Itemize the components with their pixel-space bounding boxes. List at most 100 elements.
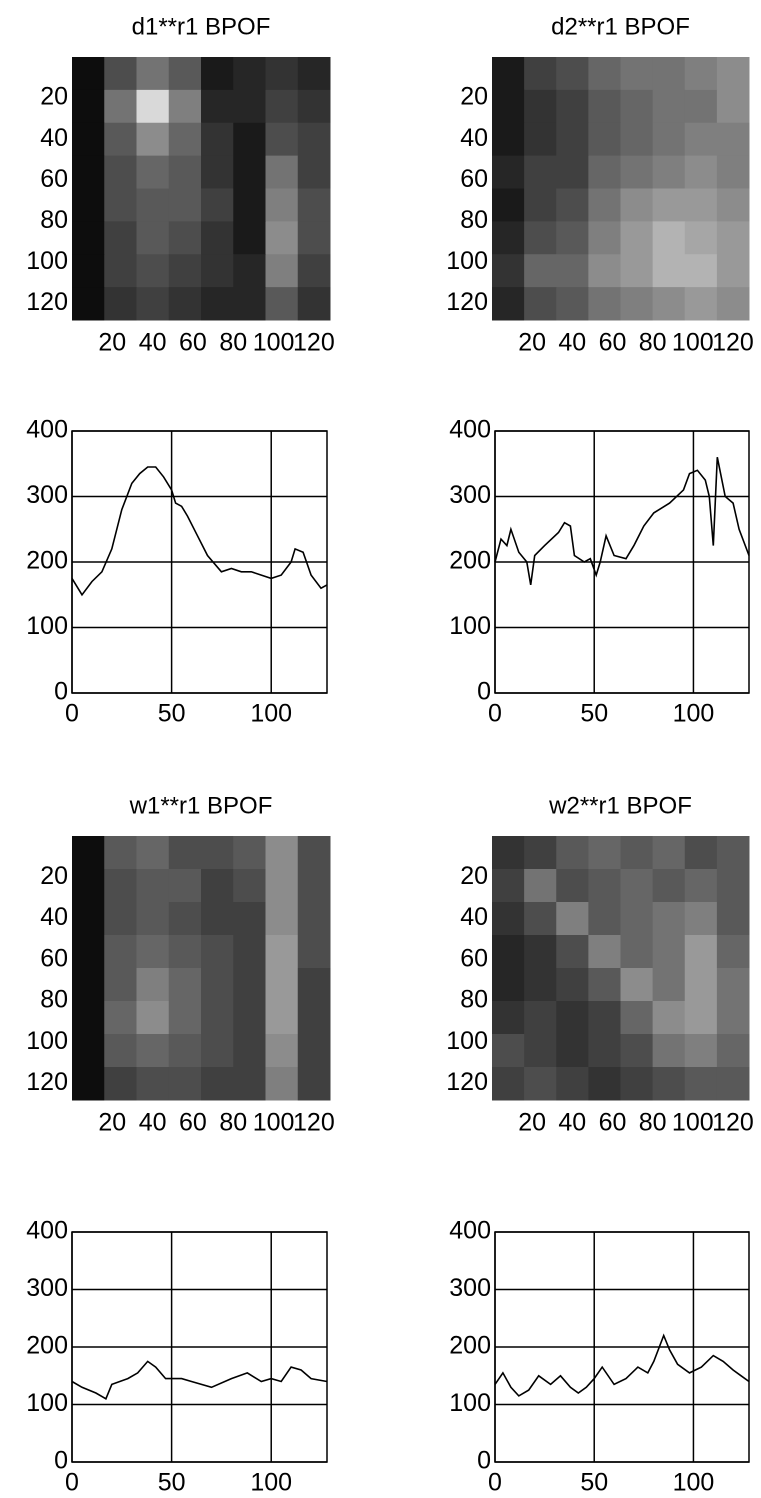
image-cell [136,869,170,903]
image-cell [492,1034,525,1068]
image-cell [168,188,202,222]
image-cell [136,89,170,124]
image-cell [104,221,137,255]
image-cell [72,57,105,91]
image-cell [684,122,718,157]
panel-title: d2**r1 BPOF [551,13,690,40]
y-tick-label: 0 [54,1447,68,1475]
image-cell [684,89,718,124]
image-cell [620,188,654,222]
x-tick-label: 20 [518,329,546,357]
image-cell [620,968,654,1002]
image-cell [233,869,266,903]
image-cell [716,1001,750,1035]
image-cell [556,122,589,157]
image-cell [652,869,686,903]
y-tick-label: 100 [26,1027,68,1055]
image-cell [492,57,525,91]
image-cell [168,1034,202,1068]
image-cell [136,1001,170,1035]
image-cell [201,836,234,870]
x-tick-label: 60 [179,329,207,357]
image-cell [265,122,299,157]
image-cell [201,869,234,903]
y-tick-label: 20 [460,862,488,890]
image-cell [136,155,170,189]
image-cell [556,221,589,255]
image-cell [297,221,331,255]
image-cell [652,188,686,222]
image-cell [684,968,718,1002]
image-cell [168,836,202,870]
y-tick-label: 80 [40,206,68,234]
image-cell [72,869,105,903]
image-cell [652,57,686,91]
x-tick-label: 120 [712,329,754,357]
y-tick-label: 100 [449,1389,491,1417]
image-cell [492,254,525,288]
image-cell [297,254,331,288]
y-tick-label: 80 [460,986,488,1014]
image-cell [652,836,686,870]
x-tick-label: 80 [219,329,247,357]
image-cell [265,902,299,936]
image-cell [201,1067,234,1101]
y-tick-label: 120 [26,1068,68,1096]
image-cell [492,188,525,222]
image-cell [104,89,137,124]
image-cell [684,1034,718,1068]
y-tick-label: 400 [449,1217,491,1245]
image-cell [297,155,331,189]
image-cell [588,89,621,124]
x-tick-label: 100 [673,1469,715,1497]
panel-title: w1**r1 BPOF [129,792,273,819]
image-cell [265,155,299,189]
image-cell [524,869,557,903]
x-tick-label: 80 [639,329,667,357]
image-cell [233,254,266,288]
image-cell [201,155,234,189]
image-cell [233,968,266,1002]
image-cell [588,122,621,157]
image-cell [556,188,589,222]
image-cell [136,935,170,969]
image-cell [620,57,654,91]
y-tick-label: 400 [449,416,491,444]
image-cell [297,1067,331,1101]
image-cell [524,254,557,288]
image-cell [265,287,299,321]
image-cell [652,254,686,288]
image-cell [72,1067,105,1101]
image-cell [201,1034,234,1068]
image-cell [297,902,331,936]
y-tick-label: 200 [449,547,491,575]
image-cell [524,902,557,936]
image-cell [492,221,525,255]
image-cell [297,1001,331,1035]
image-cell [620,287,654,321]
image-cell [168,57,202,91]
image-cell [716,89,750,124]
x-tick-label: 0 [488,700,502,728]
image-cell [652,1067,686,1101]
image-cell [556,869,589,903]
y-tick-label: 200 [26,547,68,575]
image-cell [588,869,621,903]
image-cell [524,89,557,124]
image-cell [265,935,299,969]
image-cell [297,935,331,969]
image-cell [201,902,234,936]
x-tick-label: 60 [599,329,627,357]
panel-title: w2**r1 BPOF [548,792,692,819]
image-cell [72,1034,105,1068]
image-cell [297,836,331,870]
image-cell [265,254,299,288]
image-cell [716,221,750,255]
y-tick-label: 100 [446,247,488,275]
image-cell [684,221,718,255]
x-tick-label: 100 [250,1469,292,1497]
image-cell [588,836,621,870]
image-cell [524,968,557,1002]
image-cell [492,122,525,157]
image-cell [588,902,621,936]
